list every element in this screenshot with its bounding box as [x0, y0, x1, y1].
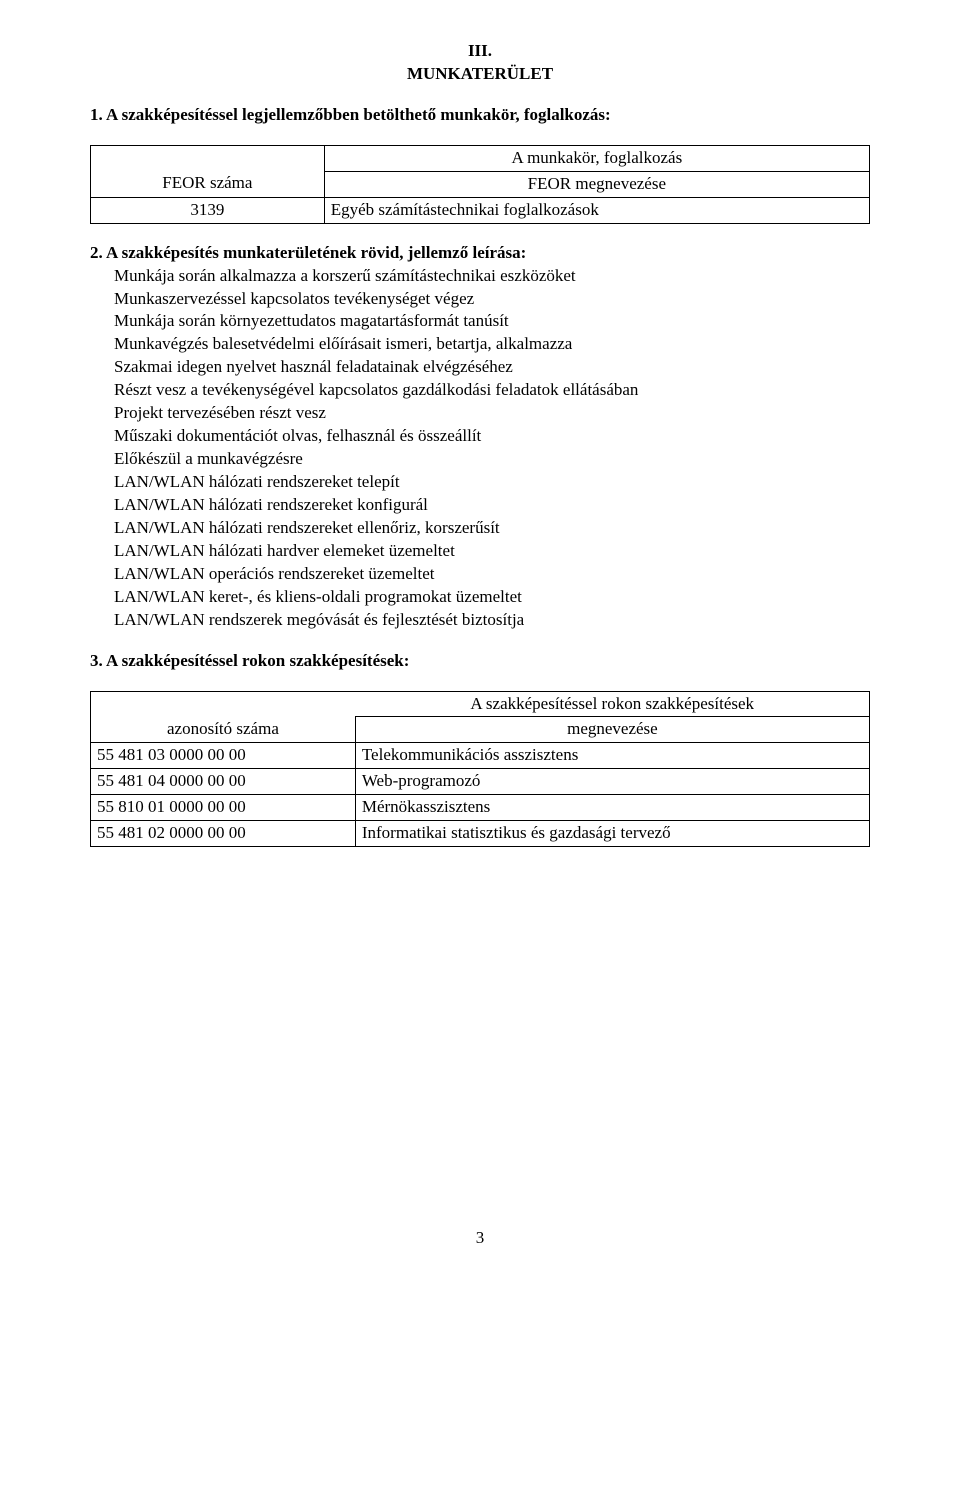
related-name: Mérnökasszisztens: [355, 795, 869, 821]
page-number: 3: [90, 1227, 870, 1250]
sec2-line: Munkaszervezéssel kapcsolatos tevékenysé…: [114, 288, 870, 311]
table-row: 55 481 04 0000 00 00Web-programozó: [91, 769, 870, 795]
sec2-line: Előkészül a munkavégzésre: [114, 448, 870, 471]
sec2-line: Munkája során környezettudatos magatartá…: [114, 310, 870, 333]
table-row: 55 481 03 0000 00 00Telekommunikációs as…: [91, 743, 870, 769]
sec2-line: LAN/WLAN hálózati rendszereket ellenőriz…: [114, 517, 870, 540]
related-code: 55 481 04 0000 00 00: [91, 769, 356, 795]
table-row: 3139 Egyéb számítástechnikai foglalkozás…: [91, 197, 870, 223]
sec2-line: LAN/WLAN keret-, és kliens-oldali progra…: [114, 586, 870, 609]
sec2-line: Műszaki dokumentációt olvas, felhasznál …: [114, 425, 870, 448]
related-col1-header: azonosító száma: [91, 717, 356, 743]
sec2-heading: 2. A szakképesítés munkaterületének rövi…: [114, 242, 870, 265]
sec2-line: Projekt tervezésében részt vesz: [114, 402, 870, 425]
related-code: 55 810 01 0000 00 00: [91, 795, 356, 821]
sec2-lines: Munkája során alkalmazza a korszerű szám…: [114, 265, 870, 632]
sec2-line: LAN/WLAN hálózati rendszereket telepít: [114, 471, 870, 494]
related-name: Web-programozó: [355, 769, 869, 795]
sec2-line: Munkája során alkalmazza a korszerű szám…: [114, 265, 870, 288]
sec2-line: LAN/WLAN rendszerek megóvását és fejlesz…: [114, 609, 870, 632]
sec2-line: Szakmai idegen nyelvet használ feladatai…: [114, 356, 870, 379]
feor-code: 3139: [91, 197, 325, 223]
sec2-line: LAN/WLAN operációs rendszereket üzemelte…: [114, 563, 870, 586]
sec1-heading: 1. A szakképesítéssel legjellemzőbben be…: [114, 104, 870, 127]
related-code: 55 481 02 0000 00 00: [91, 821, 356, 847]
related-name: Informatikai statisztikus és gazdasági t…: [355, 821, 869, 847]
feor-super-header: A munkakör, foglalkozás: [324, 145, 869, 171]
sec2-line: LAN/WLAN hálózati hardver elemeket üzeme…: [114, 540, 870, 563]
feor-table: A munkakör, foglalkozás FEOR száma FEOR …: [90, 145, 870, 224]
sec2-line: LAN/WLAN hálózati rendszereket konfigurá…: [114, 494, 870, 517]
section-title: MUNKATERÜLET: [90, 63, 870, 86]
related-col2-header: megnevezése: [355, 717, 869, 743]
related-quals-table: A szakképesítéssel rokon szakképesítések…: [90, 691, 870, 848]
feor-col2-header: FEOR megnevezése: [324, 171, 869, 197]
sec2-line: Munkavégzés balesetvédelmi előírásait is…: [114, 333, 870, 356]
table-row: 55 810 01 0000 00 00Mérnökasszisztens: [91, 795, 870, 821]
sec3-heading: 3. A szakképesítéssel rokon szakképesíté…: [114, 650, 870, 673]
section-roman: III.: [90, 40, 870, 63]
feor-col1-header: FEOR száma: [91, 171, 325, 197]
related-name: Telekommunikációs asszisztens: [355, 743, 869, 769]
feor-name: Egyéb számítástechnikai foglalkozások: [324, 197, 869, 223]
related-code: 55 481 03 0000 00 00: [91, 743, 356, 769]
sec2-line: Részt vesz a tevékenységével kapcsolatos…: [114, 379, 870, 402]
table-row: 55 481 02 0000 00 00Informatikai statisz…: [91, 821, 870, 847]
related-super-header: A szakképesítéssel rokon szakképesítések: [355, 691, 869, 717]
